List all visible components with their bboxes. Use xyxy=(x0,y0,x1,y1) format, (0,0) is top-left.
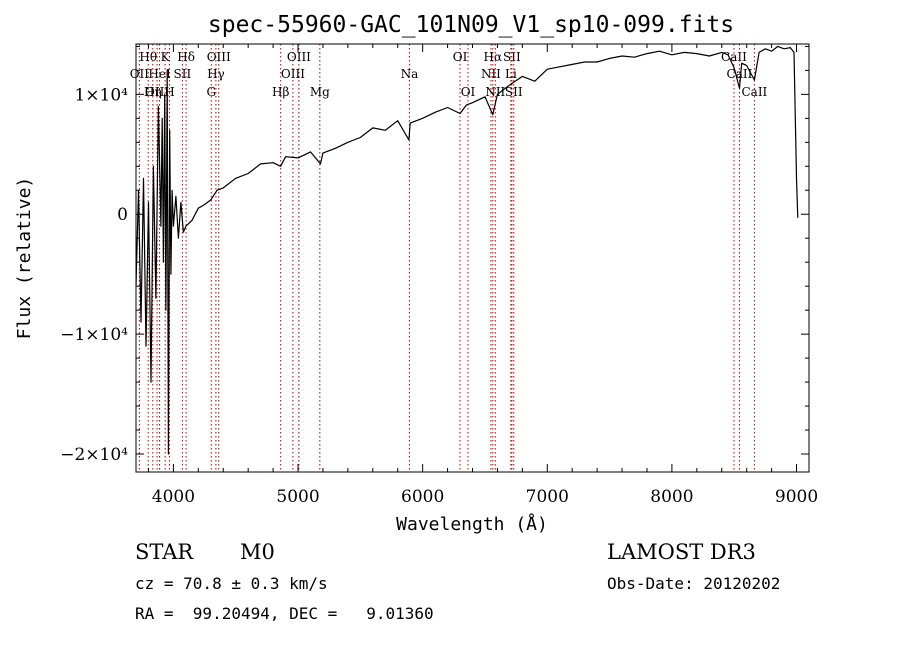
chart-title: spec-55960-GAC_101N09_V1_sp10-099.fits xyxy=(208,12,734,38)
emission-line-label: Na xyxy=(401,67,419,81)
emission-line-label: G xyxy=(206,85,216,99)
y-tick-label: 1×10⁴ xyxy=(74,85,128,105)
spectrum-line xyxy=(135,45,799,455)
emission-line-label: SII xyxy=(505,85,523,99)
coords-text: RA = 99.20494, DEC = 9.01360 xyxy=(135,604,434,623)
emission-line-label: OI xyxy=(461,85,476,99)
obs-date-text: Obs-Date: 20120202 xyxy=(607,574,781,593)
emission-line-label: CaII xyxy=(727,67,753,81)
emission-line-label: OIII xyxy=(145,85,169,99)
emission-line-label: NII xyxy=(485,85,505,99)
emission-line-label: OI xyxy=(453,50,468,64)
class-label: STAR xyxy=(135,540,194,564)
emission-line-label: OIII xyxy=(287,50,311,64)
x-tick-label: 8000 xyxy=(650,487,693,507)
x-tick-label: 5000 xyxy=(276,487,319,507)
y-tick-label: −1×10⁴ xyxy=(60,325,128,345)
plot-frame xyxy=(135,43,810,473)
emission-line-label: H xyxy=(164,85,174,99)
emission-line-label: OIII xyxy=(281,67,305,81)
emission-line-label: Hα xyxy=(484,50,503,64)
emission-line-label: CaII xyxy=(721,50,747,64)
emission-line-label: SII xyxy=(174,67,192,81)
emission-line-label: K xyxy=(161,50,171,64)
y-tick-label: −2×10⁴ xyxy=(60,445,128,465)
emission-line-label: SII xyxy=(503,50,521,64)
plot-series xyxy=(135,45,799,455)
emission-line-label: Li xyxy=(505,67,517,81)
x-tick-label: 6000 xyxy=(401,487,444,507)
emission-line-markers: OIIHθHηOIIIHeIKHSIIHδGHγOIIIHβOIIIOIIIMg… xyxy=(130,44,768,472)
axes: 4000 5000 6000 7000 8000 9000 1×10⁴ 0 −1×10⁴ −2×1… xyxy=(60,44,818,507)
emission-line-label: OIII xyxy=(207,50,231,64)
subclass-label: M0 xyxy=(240,540,275,564)
x-tick-label: 7000 xyxy=(526,487,569,507)
x-tick-label: 4000 xyxy=(152,487,195,507)
emission-line-label: Hδ xyxy=(177,50,195,64)
emission-line-label: Mg xyxy=(310,85,330,99)
emission-line-label: CaII xyxy=(741,85,767,99)
y-axis-label: Flux (relative) xyxy=(14,177,35,340)
x-tick-label: 9000 xyxy=(775,487,818,507)
emission-line-label: OII xyxy=(130,67,150,81)
y-tick-label: 0 xyxy=(117,205,128,225)
survey-label: LAMOST DR3 xyxy=(607,540,756,564)
emission-line-label: Hθ xyxy=(139,50,157,64)
emission-line-label: NII xyxy=(481,67,501,81)
emission-line-label: Hγ xyxy=(207,67,225,81)
emission-line-label: Hβ xyxy=(272,85,289,99)
redshift-text: cz = 70.8 ± 0.3 km/s xyxy=(135,574,328,593)
x-axis-label: Wavelength (Å) xyxy=(396,513,548,535)
